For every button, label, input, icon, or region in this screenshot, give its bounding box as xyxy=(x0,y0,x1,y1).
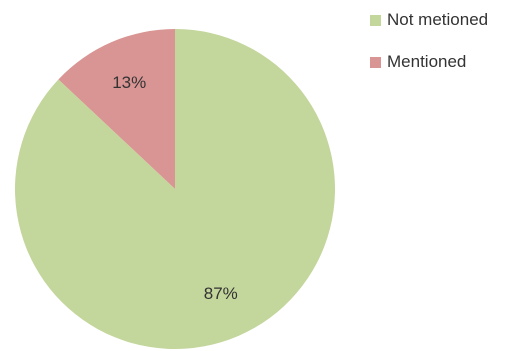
legend-swatch-not-mentioned xyxy=(370,14,381,26)
pie-slice-mentioned xyxy=(58,29,175,189)
data-label-mentioned: 13% xyxy=(112,73,146,92)
legend-item-mentioned: Mentioned xyxy=(370,51,488,73)
legend-swatch-mentioned xyxy=(370,56,381,68)
pie-slice-not-metioned xyxy=(15,29,336,349)
legend-label-mentioned: Mentioned xyxy=(387,52,467,71)
chart-legend: Not metioned Mentioned xyxy=(370,9,488,93)
data-label-not-metioned: 87% xyxy=(204,284,238,303)
legend-label-not-mentioned: Not metioned xyxy=(387,10,489,29)
legend-item-not-mentioned: Not metioned xyxy=(370,9,488,31)
